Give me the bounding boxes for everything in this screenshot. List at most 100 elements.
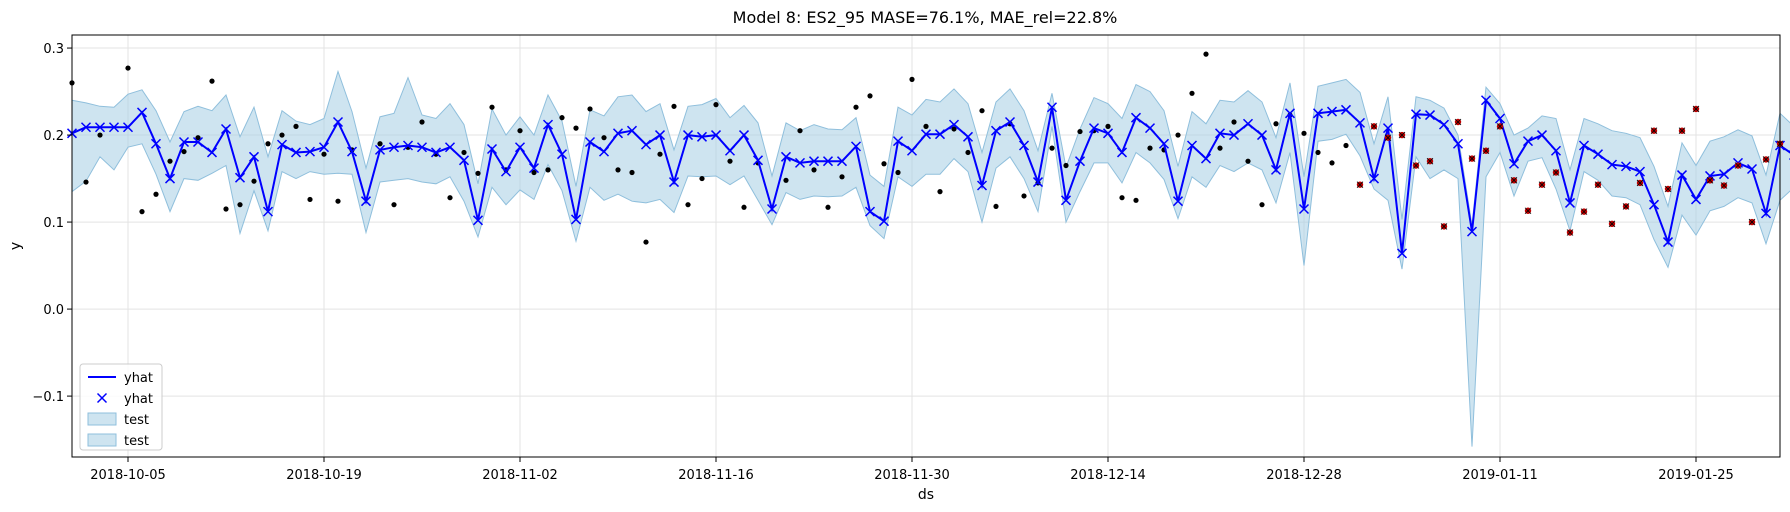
x-tick-label: 2018-10-05	[90, 468, 166, 483]
yhat-marker	[962, 131, 974, 142]
yhat-marker	[416, 142, 428, 153]
yhat-marker	[1130, 112, 1142, 123]
legend-box	[79, 363, 163, 451]
outlier-point	[1398, 131, 1406, 139]
yhat-marker	[1116, 147, 1128, 158]
outlier-point	[1412, 162, 1420, 169]
outlier-point	[1510, 177, 1518, 184]
yhat-marker	[1144, 123, 1156, 134]
yhat-marker	[318, 142, 330, 153]
yhat-marker	[1018, 140, 1030, 151]
actual-point	[1217, 145, 1223, 151]
yhat-marker	[332, 116, 344, 128]
yhat-marker	[1172, 196, 1184, 207]
grid-lines	[72, 35, 1780, 457]
yhat-marker	[1550, 145, 1562, 156]
yhat-marker	[472, 215, 484, 226]
actual-point	[867, 93, 873, 99]
y-axis: −0.1 0.0 0.1 0.2 0.3	[32, 42, 72, 405]
actual-point	[1049, 145, 1055, 151]
x-tick-label: 2018-11-30	[874, 468, 950, 483]
outlier-point	[1580, 208, 1588, 215]
yhat-marker	[388, 142, 400, 153]
yhat-marker	[752, 155, 764, 166]
yhat-marker	[612, 128, 624, 139]
yhat-marker	[1522, 136, 1534, 147]
yhat-marker	[738, 130, 750, 141]
yhat-marker	[1760, 208, 1772, 219]
actual-point	[489, 104, 495, 110]
yhat-marker	[556, 149, 568, 160]
x-tick-label: 2019-01-25	[1658, 468, 1734, 483]
actual-point	[97, 132, 103, 138]
actual-point	[629, 169, 635, 176]
yhat-marker	[374, 144, 386, 155]
yhat-marker	[920, 129, 932, 140]
yhat-marker	[248, 151, 260, 162]
yhat-marker	[850, 141, 862, 152]
actual-point	[1343, 142, 1349, 149]
outlier-point	[1734, 162, 1742, 169]
actual-point	[1175, 132, 1181, 138]
yhat-marker	[976, 180, 988, 191]
actual-point	[895, 169, 901, 176]
actual-point	[265, 141, 271, 147]
yhat-marker	[696, 131, 708, 142]
y-tick-label: 0.0	[43, 303, 64, 318]
yhat-marker	[1298, 203, 1310, 215]
actual-point	[1329, 160, 1335, 166]
yhat-marker	[290, 147, 302, 158]
legend-label: test	[124, 413, 149, 428]
yhat-marker	[1452, 138, 1464, 149]
yhat-marker	[822, 156, 834, 167]
yhat-marker	[1312, 108, 1324, 119]
yhat-marker	[136, 107, 148, 118]
plot-frame	[71, 34, 1781, 458]
yhat-marker	[1746, 163, 1758, 175]
y-tick-label: 0.3	[43, 42, 64, 57]
outlier-point	[1692, 105, 1700, 113]
actual-point	[741, 204, 747, 210]
y-tick-label: 0.2	[43, 129, 64, 144]
actual-point	[139, 209, 145, 215]
yhat-marker	[1340, 104, 1352, 115]
yhat-marker	[192, 136, 204, 148]
legend-label: yhat	[124, 371, 153, 386]
x-axis: 2018-10-05 2018-10-19 2018-11-02 2018-11-16…	[90, 457, 1734, 483]
yhat-marker	[1578, 140, 1590, 151]
actual-point	[167, 158, 173, 164]
actual-point	[461, 149, 467, 156]
outlier-point	[1678, 127, 1686, 134]
yhat-marker	[444, 142, 456, 153]
yhat-marker	[1074, 156, 1086, 167]
actual-point	[1133, 197, 1139, 203]
yhat-marker	[1536, 130, 1548, 141]
actual-point	[181, 148, 187, 155]
yhat-marker	[178, 136, 190, 148]
actual-point	[909, 76, 915, 82]
actual-point	[1021, 193, 1027, 199]
yhat-marker	[906, 145, 918, 156]
actual-point	[279, 132, 285, 138]
outlier-point	[1594, 181, 1602, 188]
actual-point	[531, 169, 537, 176]
yhat-marker	[1368, 173, 1380, 184]
actual-point	[1063, 162, 1069, 169]
actual-point	[825, 204, 831, 210]
yhat-marker	[542, 119, 554, 130]
actual-point	[1105, 123, 1111, 129]
actual-point	[937, 189, 943, 195]
actual-point	[447, 195, 453, 201]
actual-point	[1231, 119, 1237, 125]
yhat-marker	[1690, 194, 1702, 205]
outlier-point	[1636, 179, 1644, 187]
yhat-marker	[584, 136, 596, 148]
outlier-point	[1566, 229, 1574, 236]
yhat-marker	[710, 130, 722, 141]
yhat-marker	[1242, 118, 1254, 129]
yhat-marker	[1494, 113, 1506, 124]
x-axis-label: ds	[918, 487, 934, 503]
outlier-point	[1762, 156, 1770, 163]
outlier-point	[1538, 181, 1546, 188]
yhat-marker	[1424, 110, 1436, 121]
